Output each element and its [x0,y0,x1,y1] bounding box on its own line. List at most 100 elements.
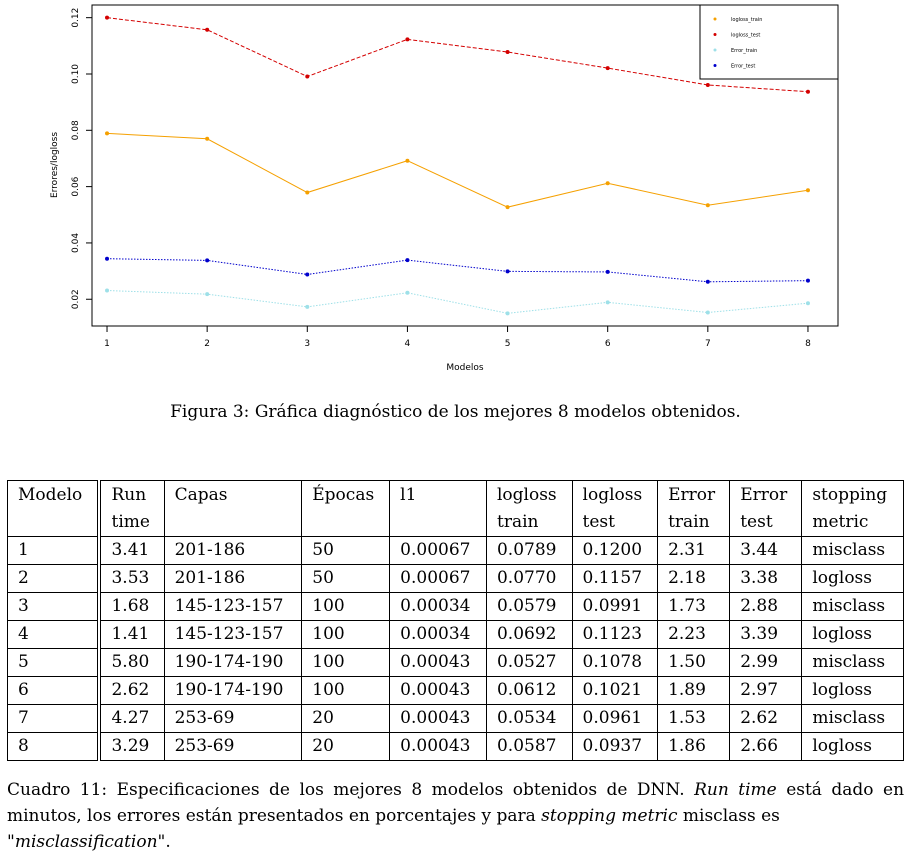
data-point [205,292,210,297]
table-cell: 50 [301,564,391,593]
series-line-error-train [107,290,809,314]
table-cell: misclass [801,648,904,677]
data-point [305,272,310,277]
table-cell: 253-69 [163,704,303,733]
table-cell: 3.41 [98,536,165,565]
column-header-line: stopping [812,485,888,505]
table-cell: 1 [7,536,102,565]
column-header: l1 [389,480,487,537]
column-header-line: logloss [496,485,557,505]
data-point [405,37,410,42]
table-cell: 0.00067 [389,564,487,593]
data-point [605,300,610,305]
table-cell: 1.89 [657,676,731,705]
data-point [505,269,510,274]
table-cell: 0.00043 [389,648,487,677]
data-point [505,205,510,210]
y-axis-label: Errores/logloss [50,132,60,198]
column-header: logloss train [485,480,573,537]
table-cell: 145-123-157 [163,620,303,649]
table-cell: 0.00043 [389,732,487,761]
models-table: Modelo Run time Capas Épocas l1 logloss train lo… [7,480,904,761]
table-cell: 100 [301,676,391,705]
x-tick-label: 5 [505,339,511,349]
figure-caption: Figura 3: Gráfica diagnóstico de los mej… [170,402,741,422]
table-cell: 0.0692 [485,620,573,649]
data-point [705,82,710,87]
data-point [605,66,610,71]
legend: logloss_train logloss_test Error_train Erro… [699,4,839,80]
y-tick-label: 0.10 [71,64,81,84]
column-header: Error test [729,480,803,537]
table-row: 1 3.41 201-186 50 0.00067 0.0789 0.1200 2.31 3.4… [7,536,904,565]
table-cell: 20 [301,732,391,761]
x-axis-label: Modelos [446,363,484,373]
table-cell: misclass [801,536,904,565]
column-header-line: Error [668,485,716,505]
data-point [605,269,610,274]
table-caption: Cuadro 11: Especificaciones de los mejor… [7,777,904,855]
legend-marker [713,17,717,21]
table-cell: 0.0579 [485,592,573,621]
data-point [305,304,310,309]
table-cell: 3.29 [98,732,165,761]
column-header: Capas [163,480,303,537]
legend-label: logloss_train [731,17,762,23]
data-point [805,278,810,283]
table-caption-emphasis-run-time: Run time [694,780,777,800]
legend-marker [713,33,717,36]
table-cell: 0.1123 [571,620,659,649]
table-cell: 0.0770 [485,564,573,593]
data-point [105,288,110,293]
table-cell: 0.0612 [485,676,573,705]
table-cell: 3 [7,592,102,621]
series-layer [105,15,810,316]
table-row: 8 3.29 253-69 20 0.00043 0.0587 0.0937 1.86 2.66… [7,732,904,761]
table-cell: misclass [801,592,904,621]
table-cell: 0.0527 [485,648,573,677]
table-cell: 3.38 [729,564,803,593]
column-header-line: train [496,512,539,532]
legend-label: Error_test [731,64,755,70]
data-point [705,310,710,315]
table-cell: 5 [7,648,102,677]
column-header-line: test [740,512,773,532]
table-body: 1 3.41 201-186 50 0.00067 0.0789 0.1200 2.31 3.4… [7,536,904,761]
legend-label: Error_train [731,48,757,54]
column-header-line: Épocas [312,485,375,505]
table-cell: 201-186 [163,564,303,593]
legend-items: logloss_train logloss_test Error_train Erro… [713,17,762,70]
table-header-row: Modelo Run time Capas Épocas l1 logloss train lo… [7,480,904,537]
table-cell: logloss [801,732,904,761]
x-tick-label: 6 [605,339,611,349]
series-line-error-test [107,258,808,283]
data-point [205,136,210,141]
table-cell: 50 [301,536,391,565]
table-cell: 100 [301,648,391,677]
data-point [105,131,110,136]
column-header-line: Run [111,485,147,505]
table-cell: 1.86 [657,732,731,761]
data-point [505,50,510,55]
y-tick-label: 0.08 [71,120,81,140]
column-header-line: train [668,512,710,532]
data-point [405,158,410,163]
table-cell: 2.97 [729,676,803,705]
table-cell: 2 [7,564,102,593]
x-tick-label: 7 [705,339,711,349]
y-tick-label: 0.06 [71,176,81,196]
table-row: 2 3.53 201-186 50 0.00067 0.0770 0.1157 2.18 3.3… [7,564,904,593]
table-cell: 0.1200 [571,536,659,565]
data-point [805,89,810,94]
axis-layer: 1 2 3 4 5 6 7 8 0.02 0.04 0.06 0.08 0.10 0.12 [71,8,811,349]
column-header: Modelo [7,480,102,537]
plot-area-frame [91,4,839,327]
table-cell: 3.44 [729,536,803,565]
table-cell: 4 [7,620,102,649]
data-point [405,290,410,295]
data-point [205,258,210,263]
table-cell: 0.00043 [389,704,487,733]
data-point [305,190,310,195]
column-header-line: test [582,512,615,532]
x-tick-label: 3 [304,339,310,349]
